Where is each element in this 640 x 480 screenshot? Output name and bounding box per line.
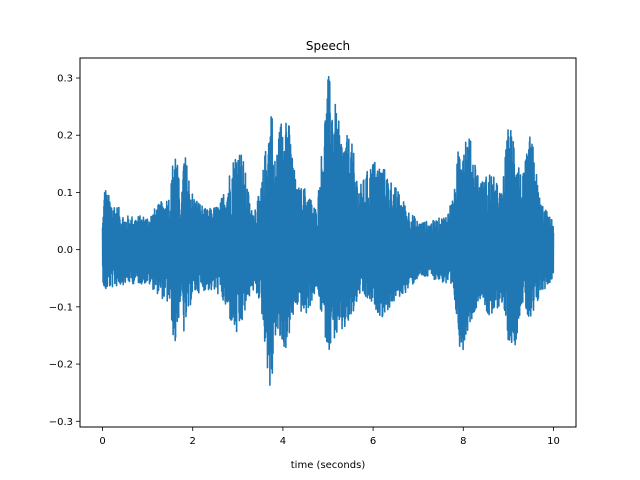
series-layer xyxy=(101,75,555,386)
x-tick-label: 4 xyxy=(280,436,286,447)
y-tick-label: 0.0 xyxy=(57,245,73,256)
x-tick-label: 2 xyxy=(190,436,196,447)
y-tick-label: 0.3 xyxy=(57,74,73,85)
x-tick-label: 0 xyxy=(99,436,105,447)
chart-title: Speech xyxy=(306,39,350,53)
x-tick-label: 10 xyxy=(547,436,560,447)
x-axis-title: time (seconds) xyxy=(291,460,366,471)
y-tick-label: −0.3 xyxy=(49,417,73,428)
y-tick-label: −0.2 xyxy=(49,360,73,371)
y-axis: −0.3 −0.2 −0.1 0.0 0.1 0.2 0.3 xyxy=(49,74,80,428)
y-tick-label: 0.2 xyxy=(57,131,73,142)
speech-waveform-line xyxy=(101,75,555,386)
y-tick-label: 0.1 xyxy=(57,188,73,199)
x-tick-label: 8 xyxy=(460,436,466,447)
y-tick-label: −0.1 xyxy=(49,302,73,313)
x-axis: 0 2 4 6 8 10 xyxy=(99,427,560,447)
x-tick-label: 6 xyxy=(370,436,376,447)
plot-frame xyxy=(79,57,577,428)
